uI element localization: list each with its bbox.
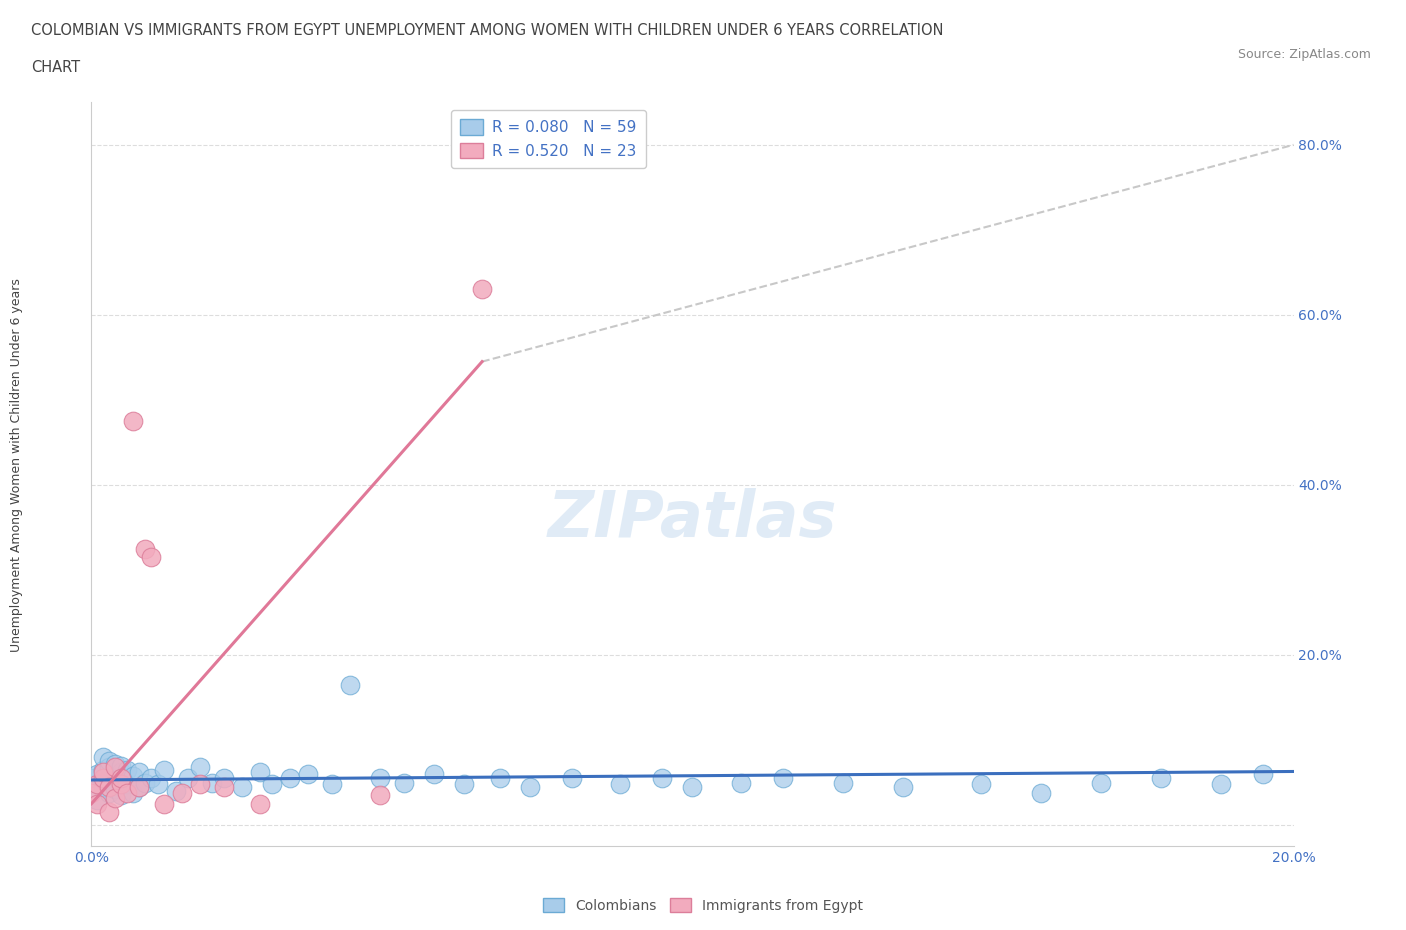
Point (368, 788, 391, 803)
Point (93, 763, 115, 777)
Point (1253, 766, 1275, 781)
Point (249, 764, 271, 779)
Point (1029, 785, 1052, 800)
Legend: R = 0.080   N = 59, R = 0.520   N = 23: R = 0.080 N = 59, R = 0.520 N = 23 (451, 110, 645, 168)
Text: Source: ZipAtlas.com: Source: ZipAtlas.com (1237, 48, 1371, 61)
Point (561, 771, 583, 786)
Point (772, 771, 794, 786)
Text: COLOMBIAN VS IMMIGRANTS FROM EGYPT UNEMPLOYMENT AMONG WOMEN WITH CHILDREN UNDER : COLOMBIAN VS IMMIGRANTS FROM EGYPT UNEMP… (31, 23, 943, 38)
Point (93, 771, 115, 786)
Point (392, 775, 415, 790)
Point (609, 777, 631, 791)
Point (128, 779, 150, 794)
Point (80, 785, 103, 800)
Point (212, 771, 235, 786)
Point (117, 785, 139, 800)
Point (249, 796, 271, 811)
Text: CHART: CHART (31, 60, 80, 75)
Point (1150, 771, 1173, 786)
Point (453, 777, 475, 791)
Point (98, 785, 121, 800)
Point (141, 550, 163, 565)
Point (231, 779, 253, 794)
Point (297, 766, 319, 781)
Point (368, 771, 391, 786)
Point (831, 775, 853, 790)
Point (104, 782, 127, 797)
Point (423, 766, 446, 781)
Point (260, 777, 283, 791)
Point (93, 764, 115, 779)
Point (134, 775, 156, 790)
Point (188, 760, 211, 775)
Point (104, 756, 127, 771)
Point (146, 777, 169, 791)
Point (339, 677, 361, 692)
Point (117, 777, 139, 791)
Point (128, 779, 150, 794)
Point (98, 760, 121, 775)
Point (122, 785, 145, 800)
Point (110, 764, 132, 779)
Point (110, 788, 132, 803)
Point (891, 779, 914, 794)
Point (152, 763, 174, 777)
Point (86, 766, 108, 781)
Point (489, 771, 512, 786)
Point (1211, 777, 1233, 791)
Point (165, 784, 187, 799)
Point (128, 764, 150, 779)
Point (98, 771, 121, 786)
Point (730, 775, 752, 790)
Point (321, 777, 343, 791)
Point (98, 804, 121, 819)
Point (80, 771, 103, 786)
Point (122, 414, 145, 429)
Point (651, 771, 673, 786)
Point (970, 777, 993, 791)
Point (278, 771, 301, 786)
Point (152, 796, 174, 811)
Point (141, 771, 163, 786)
Point (188, 777, 211, 791)
Point (1090, 775, 1112, 790)
Point (86, 796, 108, 811)
Point (117, 763, 139, 777)
Point (86, 777, 108, 791)
Point (519, 779, 541, 794)
Point (86, 792, 108, 807)
Point (122, 768, 145, 783)
Point (110, 777, 132, 791)
Point (110, 758, 132, 773)
Point (212, 779, 235, 794)
Point (134, 541, 156, 556)
Point (170, 785, 193, 800)
Point (93, 750, 115, 764)
Point (681, 779, 703, 794)
Point (110, 771, 132, 786)
Point (104, 760, 127, 775)
Legend: Colombians, Immigrants from Egypt: Colombians, Immigrants from Egypt (537, 893, 869, 919)
Point (93, 779, 115, 794)
Point (104, 768, 127, 783)
Point (110, 775, 132, 790)
Point (98, 779, 121, 794)
Point (98, 754, 121, 769)
Point (104, 790, 127, 805)
Point (176, 771, 198, 786)
Point (471, 282, 494, 297)
Text: ZIPatlas: ZIPatlas (548, 488, 837, 550)
Text: Unemployment Among Women with Children Under 6 years: Unemployment Among Women with Children U… (10, 278, 24, 652)
Point (201, 775, 224, 790)
